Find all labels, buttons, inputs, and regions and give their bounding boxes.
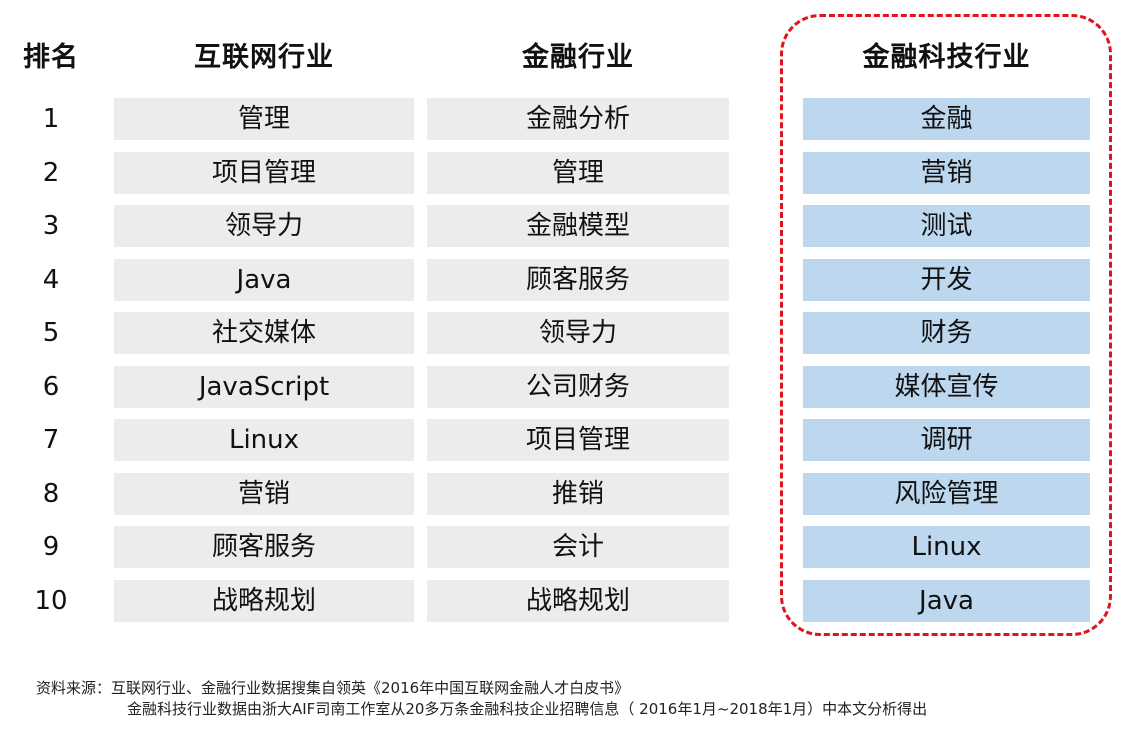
finance-skill-cell: 推销	[427, 473, 729, 515]
fintech-skill-cell: 金融	[803, 98, 1090, 140]
fintech-skill-cell: 财务	[803, 312, 1090, 354]
fintech-skill-cell: 风险管理	[803, 473, 1090, 515]
rank-number: 9	[42, 532, 60, 562]
rank-number: 6	[42, 372, 60, 402]
rank-number: 8	[42, 479, 60, 509]
rank-number: 1	[42, 104, 60, 134]
fintech-highlight-box	[780, 14, 1112, 636]
internet-skill-cell: JavaScript	[114, 366, 414, 408]
internet-skill-cell: 战略规划	[114, 580, 414, 622]
internet-skill-cell: 顾客服务	[114, 526, 414, 568]
finance-skill-cell: 战略规划	[427, 580, 729, 622]
source-note-line-2: 金融科技行业数据由浙大AIF司南工作室从20多万条金融科技企业招聘信息（ 201…	[127, 700, 928, 718]
fintech-skill-cell: 测试	[803, 205, 1090, 247]
fintech-skill-cell: Linux	[803, 526, 1090, 568]
finance-skill-cell: 公司财务	[427, 366, 729, 408]
fintech-skill-cell: 开发	[803, 259, 1090, 301]
finance-skill-cell: 管理	[427, 152, 729, 194]
internet-skill-cell: 社交媒体	[114, 312, 414, 354]
rank-number: 5	[42, 318, 60, 348]
rank-number: 7	[42, 425, 60, 455]
internet-skill-cell: Linux	[114, 419, 414, 461]
rank-number: 2	[42, 158, 60, 188]
finance-skill-cell: 项目管理	[427, 419, 729, 461]
rank-number: 3	[42, 211, 60, 241]
fintech-skill-cell: 媒体宣传	[803, 366, 1090, 408]
finance-skill-cell: 领导力	[427, 312, 729, 354]
rank-number: 4	[42, 265, 60, 295]
internet-skill-cell: 管理	[114, 98, 414, 140]
header-rank: 排名	[23, 42, 79, 73]
header-fintech-industry: 金融科技行业	[862, 42, 1031, 73]
internet-skill-cell: 营销	[114, 473, 414, 515]
rank-number: 10	[34, 586, 68, 616]
fintech-skill-cell: Java	[803, 580, 1090, 622]
internet-skill-cell: 领导力	[114, 205, 414, 247]
internet-skill-cell: 项目管理	[114, 152, 414, 194]
header-internet-industry: 互联网行业	[194, 42, 334, 73]
source-note-line-1: 资料来源：互联网行业、金融行业数据搜集自领英《2016年中国互联网金融人才白皮书…	[36, 679, 630, 697]
finance-skill-cell: 会计	[427, 526, 729, 568]
fintech-skill-cell: 调研	[803, 419, 1090, 461]
fintech-skill-cell: 营销	[803, 152, 1090, 194]
header-finance-industry: 金融行业	[522, 42, 634, 73]
finance-skill-cell: 金融分析	[427, 98, 729, 140]
finance-skill-cell: 顾客服务	[427, 259, 729, 301]
internet-skill-cell: Java	[114, 259, 414, 301]
finance-skill-cell: 金融模型	[427, 205, 729, 247]
